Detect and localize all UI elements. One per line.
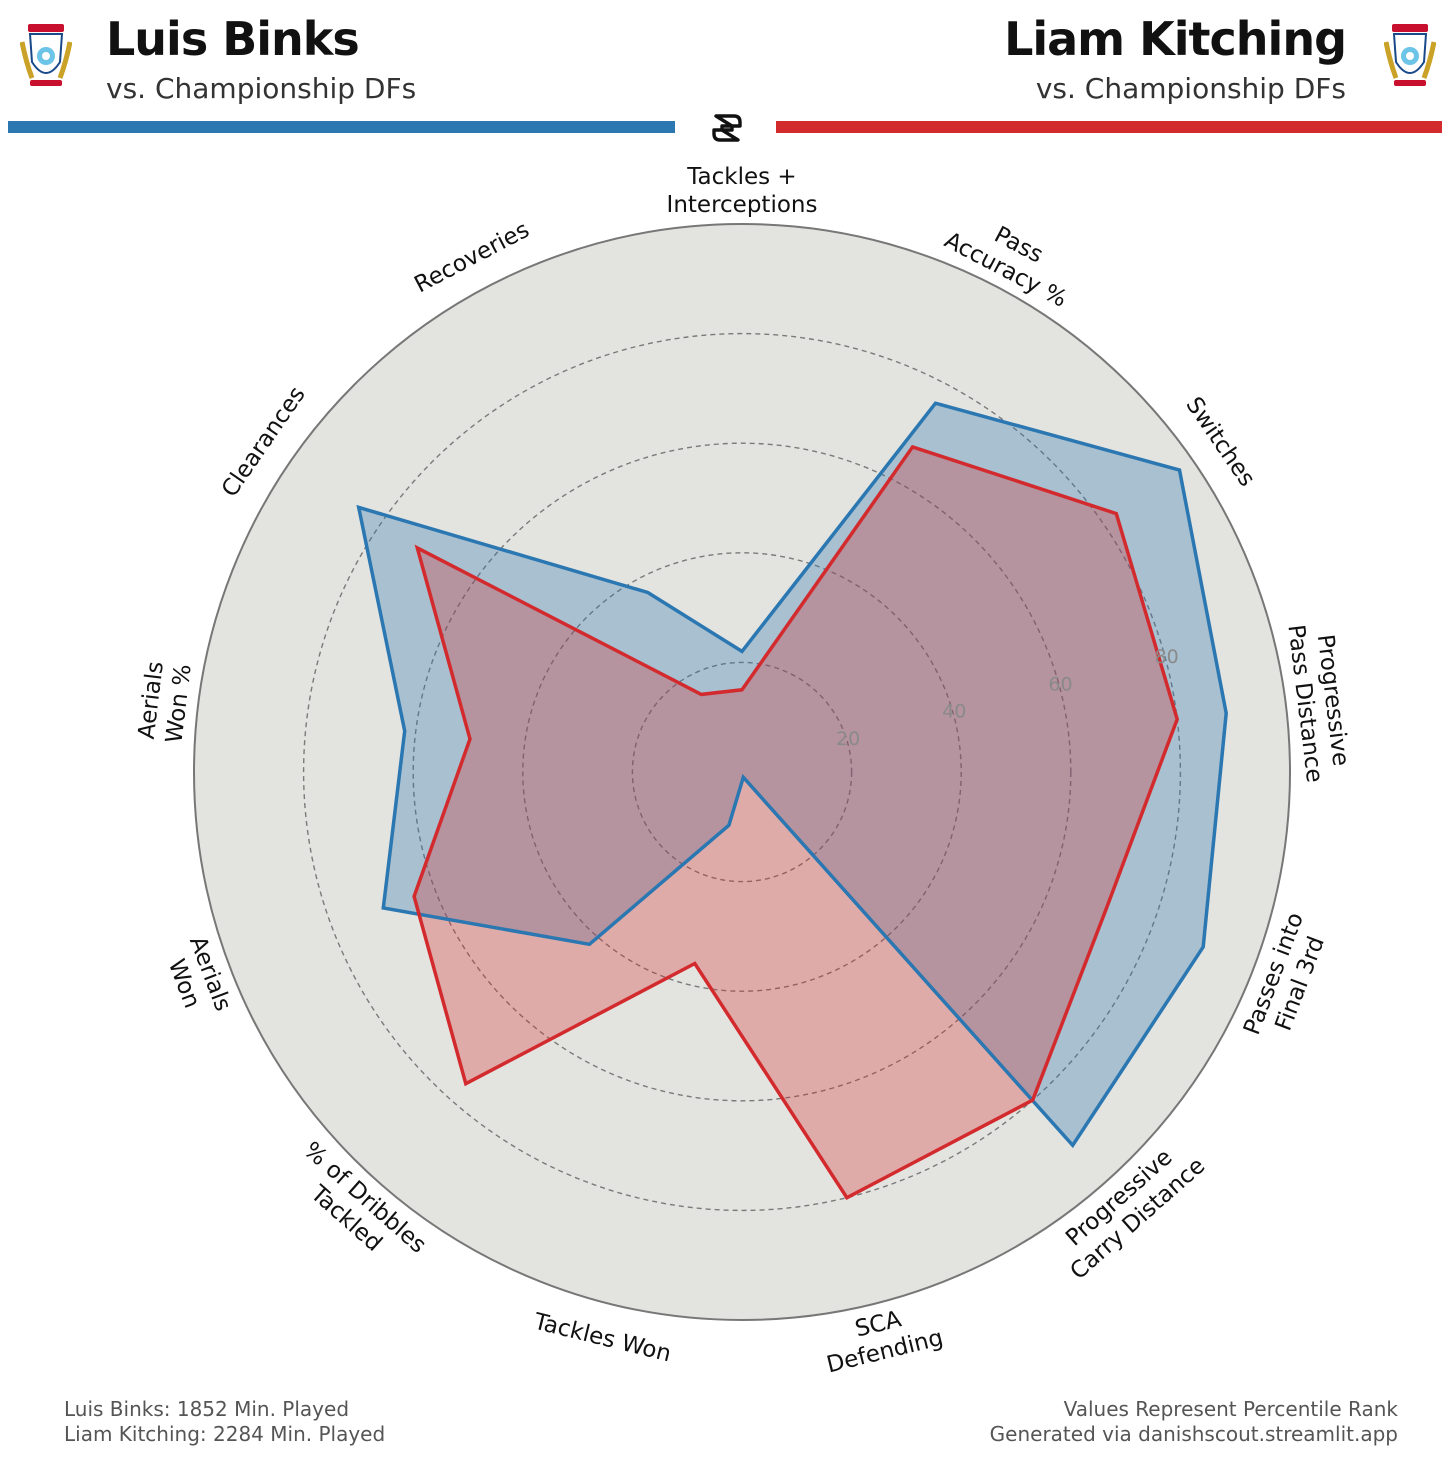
player1-color-bar <box>8 121 675 133</box>
percentile-note: Values Represent Percentile Rank <box>1063 1397 1398 1421</box>
player2-color-bar <box>776 121 1442 133</box>
club-crest-icon <box>20 24 72 86</box>
radar-grid-ring <box>302 332 1182 1212</box>
axis-label: Tackles +Interceptions <box>667 164 818 218</box>
series-line-2 <box>412 444 1180 1200</box>
radar-ring-label: 40 <box>942 701 966 723</box>
header: Luis Binks vs. Championship DFs Liam Kit… <box>0 0 1456 142</box>
player2-name: Liam Kitching <box>1004 12 1347 66</box>
minutes-played-note: Luis Binks: 1852 Min. Played Liam Kitchi… <box>64 1397 385 1447</box>
radar-background-disc <box>193 223 1291 1321</box>
axis-label-line: Interceptions <box>667 192 818 218</box>
brand-logo-icon <box>712 114 742 142</box>
radar-ring-label: 60 <box>1048 673 1072 695</box>
radar-grid-ring <box>522 552 962 992</box>
axis-label: Tackles Won <box>530 1308 673 1367</box>
source-note: Values Represent Percentile Rank Generat… <box>990 1397 1398 1447</box>
radar-grid-ring <box>631 661 853 883</box>
player2-minutes: Liam Kitching: 2284 Min. Played <box>64 1422 386 1446</box>
radar-ring-label: 20 <box>836 728 860 750</box>
radar-ring-label: 80 <box>1155 646 1179 668</box>
axis-label-line: Tackles Won <box>530 1308 673 1367</box>
generated-note: Generated via danishscout.streamlit.app <box>989 1422 1398 1446</box>
series-line-1 <box>356 401 1228 1149</box>
player1-subtitle: vs. Championship DFs <box>106 72 417 105</box>
axis-label-line: Tackles + <box>686 164 796 190</box>
series-area-1 <box>358 403 1227 1146</box>
club-crest-icon <box>1384 24 1436 86</box>
player1-minutes: Luis Binks: 1852 Min. Played <box>64 1397 350 1421</box>
player2-subtitle: vs. Championship DFs <box>1035 72 1346 105</box>
radar-grid-ring <box>412 442 1072 1102</box>
player1-name: Luis Binks <box>106 12 360 66</box>
